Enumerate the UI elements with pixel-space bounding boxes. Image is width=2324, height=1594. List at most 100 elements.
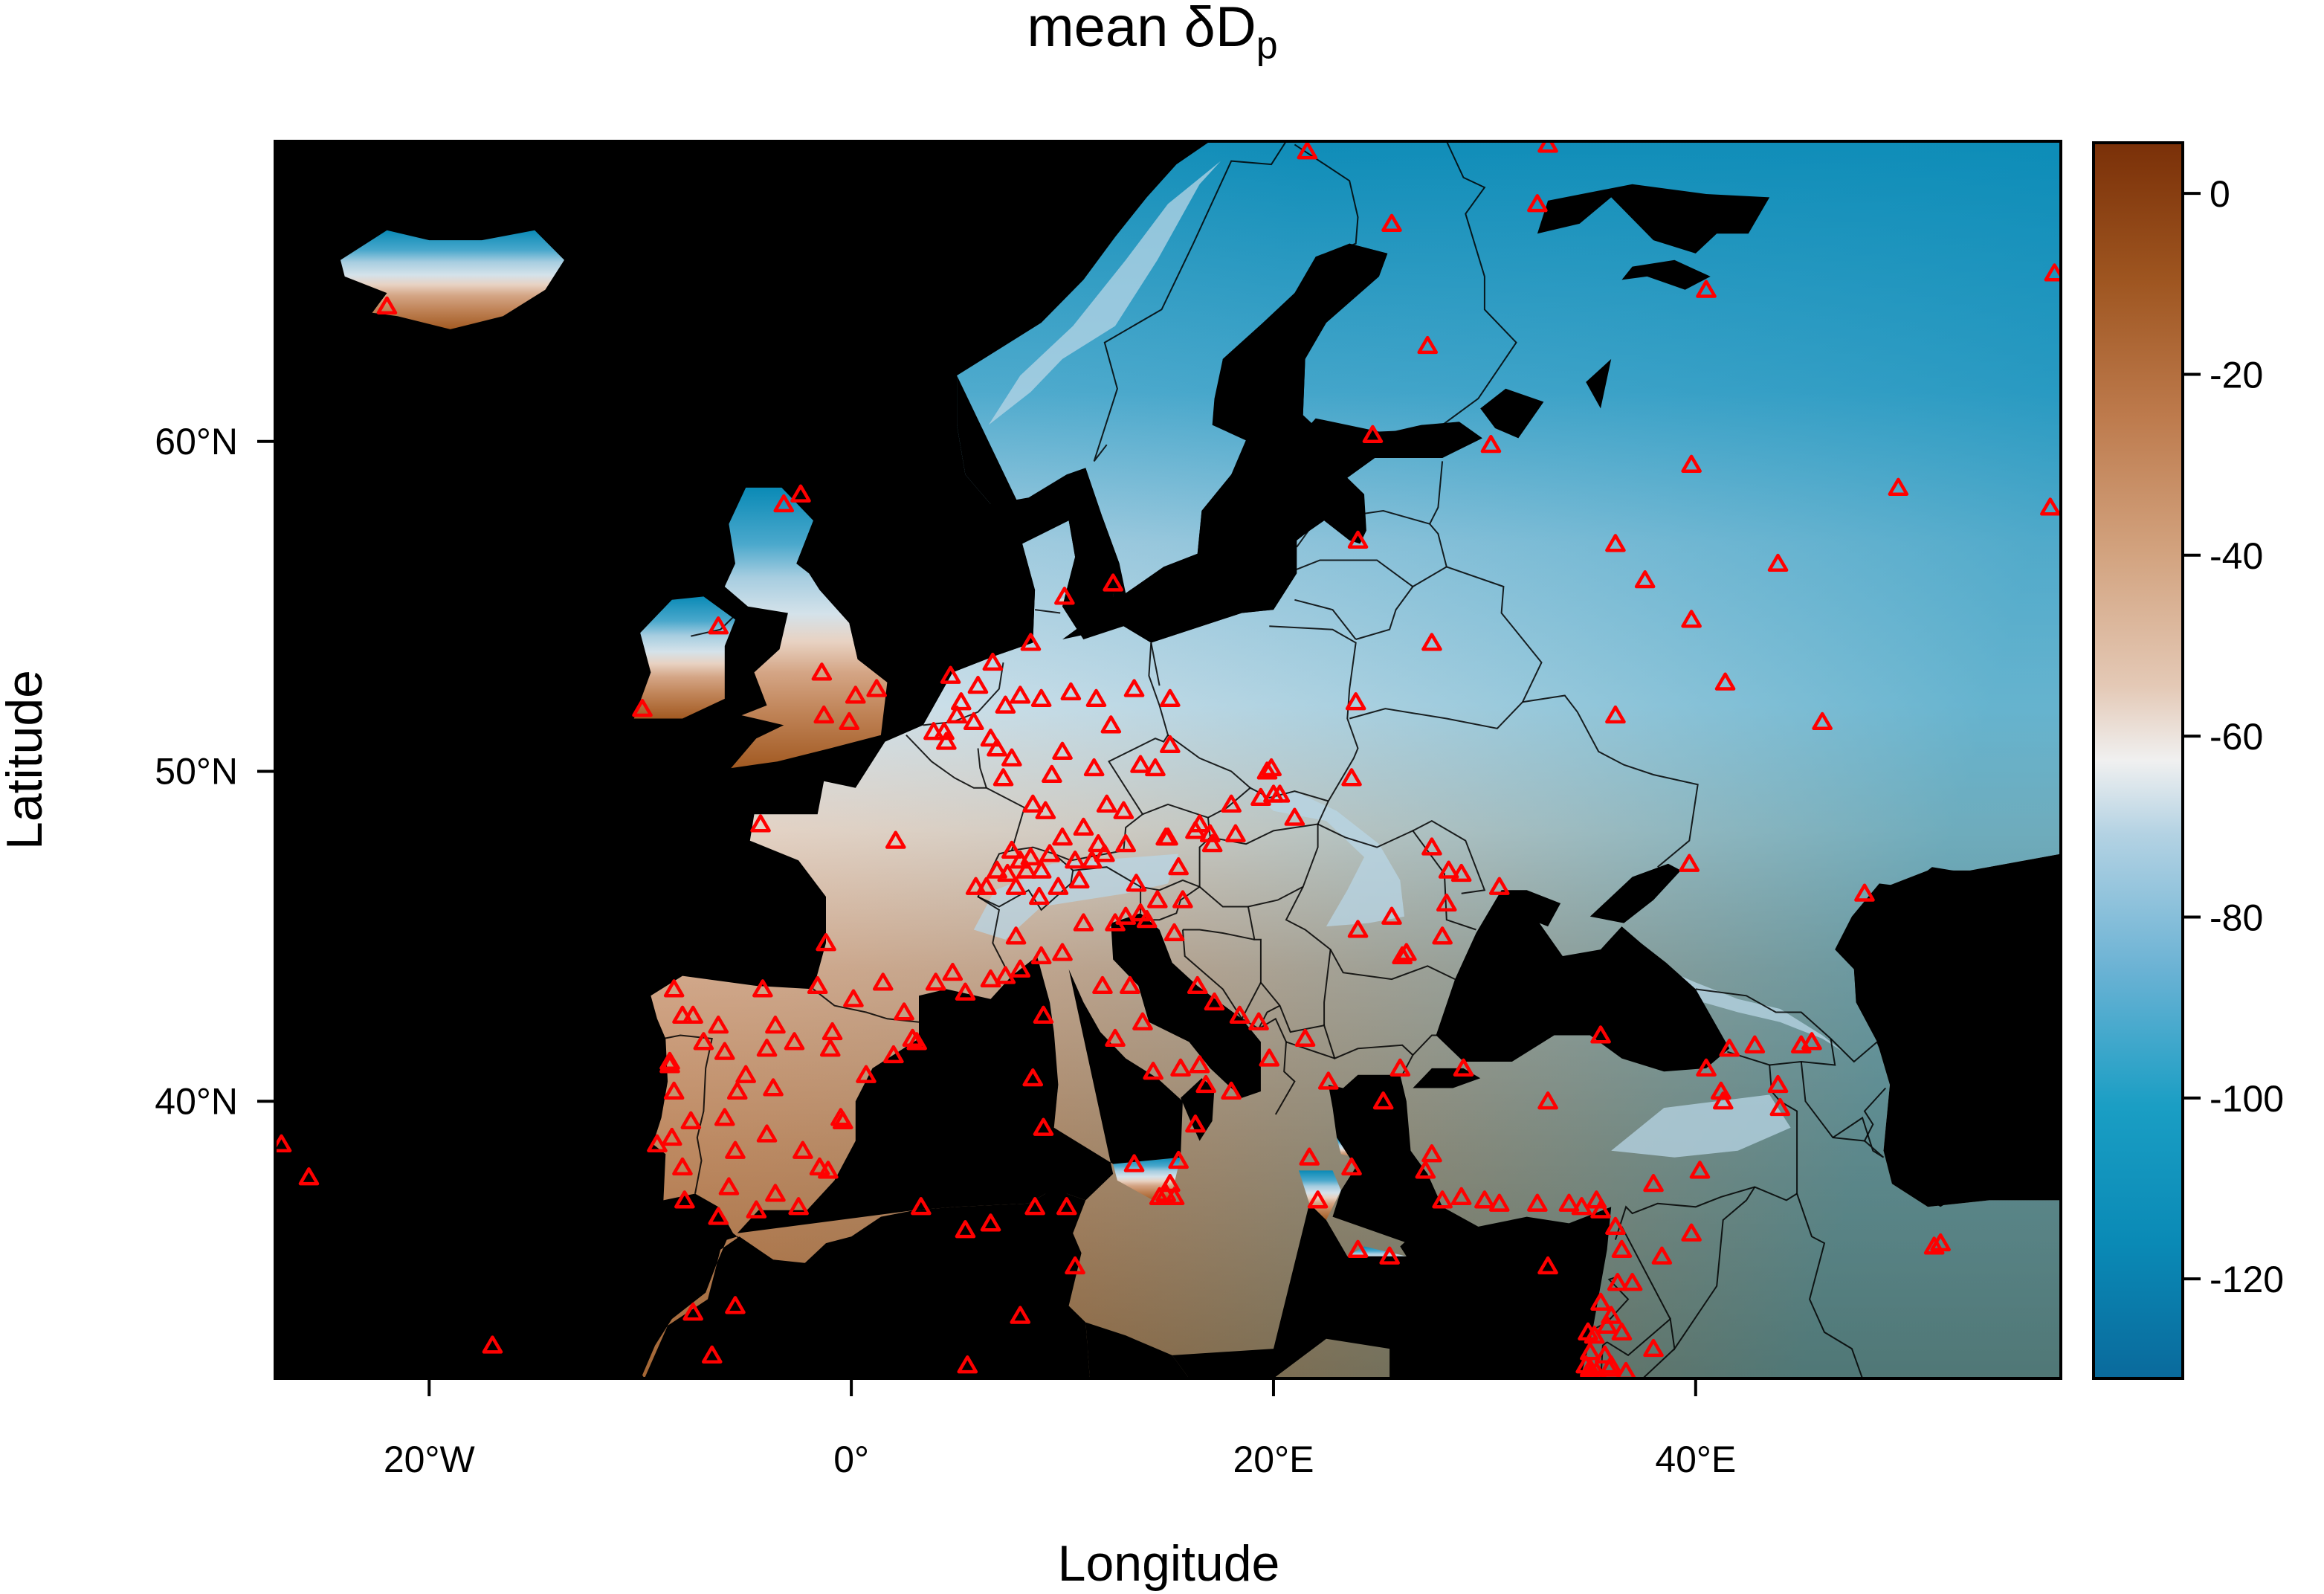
border-line [1642,1348,1676,1378]
station-marker [714,1108,735,1126]
station-marker [1001,840,1022,859]
y-axis-ticks: 40°N 50°N 60°N [155,421,275,1122]
station-marker [1022,1068,1044,1087]
station-marker [936,732,957,750]
carpathian-highland [1252,791,1404,927]
station-marker [816,933,836,952]
station-marker [1160,735,1181,754]
station-marker [1039,844,1060,862]
station-marker [784,1032,805,1051]
station-marker [955,1220,976,1239]
station-marker [659,1051,680,1071]
station-marker [1347,920,1369,938]
station-marker [1113,801,1134,819]
border-line [906,735,1026,977]
station-marker [746,1200,767,1219]
station-marker [992,768,1014,787]
station-markers [275,141,2061,1378]
station-marker [1450,1187,1472,1205]
station-marker [1029,886,1050,906]
station-marker [1590,1292,1611,1311]
station-marker [750,814,771,833]
border-line [1412,1034,1443,1056]
station-marker [1711,1081,1731,1100]
station-marker [1596,1315,1618,1335]
station-marker [1417,335,1439,355]
station-marker [1767,1074,1789,1094]
station-marker [902,1028,923,1048]
sea-bothnia [1219,243,1388,435]
border-line [1034,609,1061,614]
border-line [1140,803,1211,891]
station-marker [1168,856,1189,876]
station-marker [1187,975,1208,995]
colorbar-tick-label: -40 [2210,535,2263,577]
border-line [736,1236,740,1241]
border-line [1412,819,1486,894]
station-marker [718,1177,740,1196]
station-marker [1163,1187,1185,1205]
station-marker [1347,1239,1369,1258]
station-marker [1130,903,1151,922]
y-axis: 40°N 50°N 60°N Latitude [0,421,275,1122]
station-marker [1679,854,1700,872]
title-subscript: p [1256,24,1278,67]
border-line [1830,1038,1878,1063]
station-marker [765,1015,786,1034]
sea-levant [1172,1203,1612,1378]
station-marker [1488,877,1510,895]
station-marker [674,1190,695,1209]
map-frame [274,140,2062,1380]
station-marker [1450,863,1472,882]
station-marker [1480,434,1502,454]
station-marker [1221,794,1242,813]
station-marker [942,962,964,981]
station-marker [1201,833,1223,853]
station-marker [726,1081,748,1100]
station-marker [763,1078,784,1097]
station-marker [1020,633,1042,651]
station-marker [982,652,1004,671]
station-marker [1299,1147,1320,1166]
station-marker [1189,1055,1210,1074]
station-marker [1225,824,1246,842]
station-marker [1611,1239,1633,1258]
station-marker [883,1045,904,1064]
border-line [1247,906,1414,1076]
station-marker [1801,1032,1822,1051]
station-marker [832,1111,853,1129]
station-marker [1094,844,1115,862]
station-marker [1712,1091,1734,1110]
station-marker [1056,1197,1077,1216]
station-marker [1204,992,1225,1011]
border-line [1294,598,1357,640]
station-marker [1123,1154,1145,1172]
station-marker [997,863,1019,882]
station-marker [1719,1039,1740,1057]
station-marker [1681,454,1702,473]
border-line [1285,886,1456,981]
station-marker [995,695,1016,714]
station-marker [872,972,894,991]
station-marker [911,1197,932,1216]
colorbar-tick-label: -60 [2210,716,2263,758]
station-marker [1030,860,1052,879]
station-marker [1005,877,1027,895]
border-line [977,748,987,789]
station-marker [1033,1117,1054,1136]
station-marker [1030,946,1052,965]
station-marker [1347,530,1369,549]
station-marker [1020,847,1042,865]
station-marker [680,1111,702,1129]
border-line [1181,929,1243,1019]
station-marker [1571,1197,1592,1216]
station-marker [672,1005,693,1024]
station-marker [1341,1157,1362,1176]
border-line [1796,1193,1864,1378]
border-line [2021,936,2061,1059]
sea-onega [1586,358,1612,409]
station-marker [1065,851,1085,869]
station-marker [1022,794,1044,813]
station-marker [708,1015,729,1034]
border-line [804,1262,827,1363]
